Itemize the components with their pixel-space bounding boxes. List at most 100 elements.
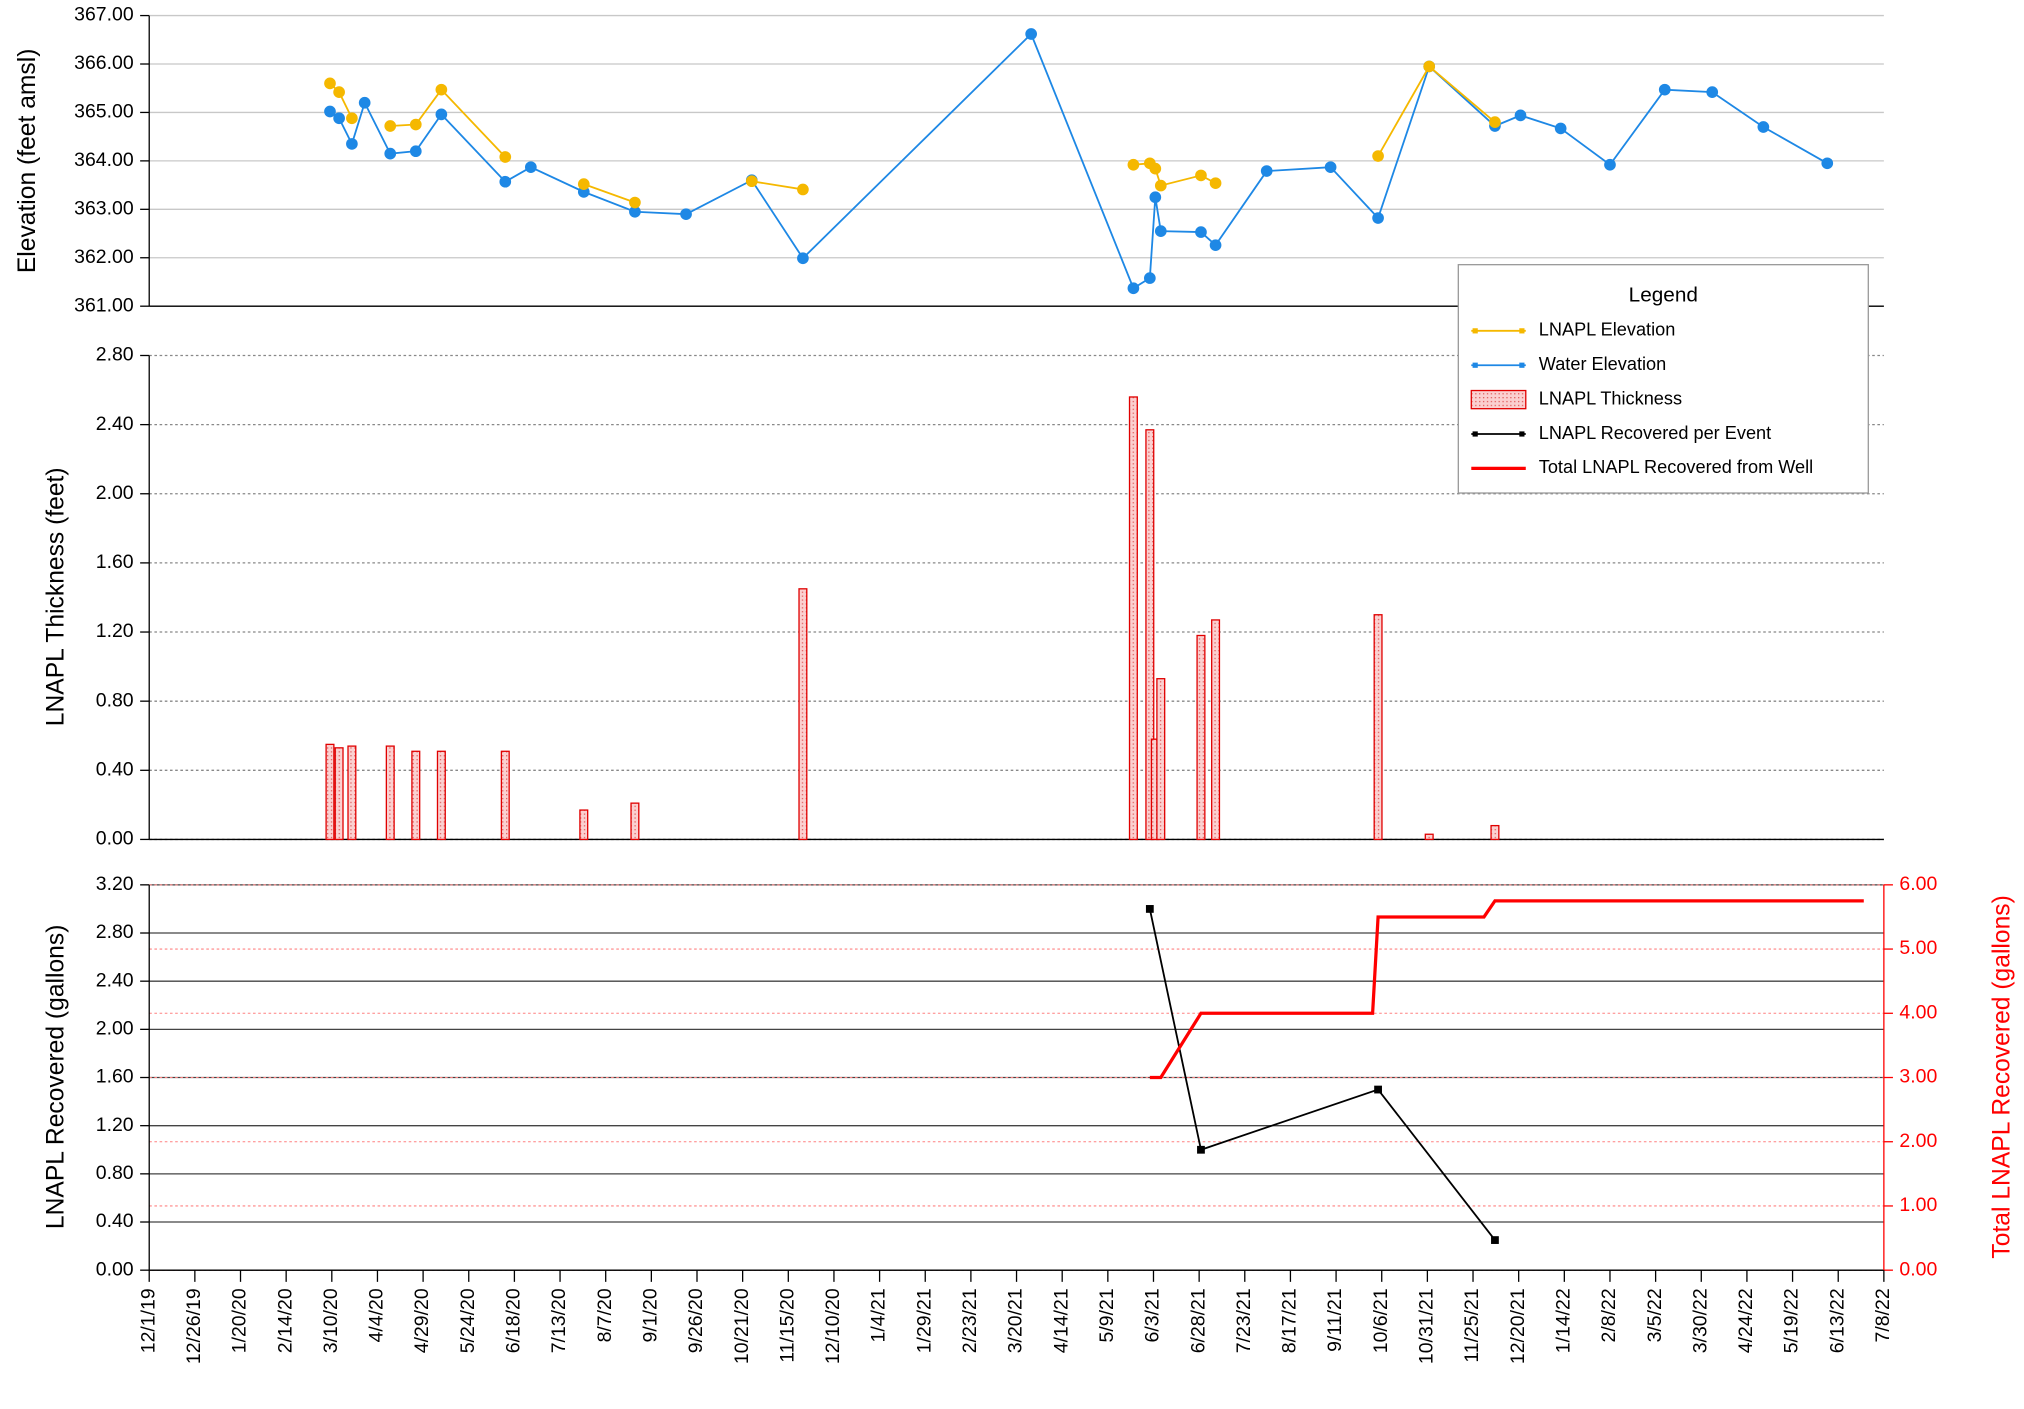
legend-dot bbox=[1519, 328, 1525, 334]
marker bbox=[346, 138, 358, 150]
marker bbox=[629, 205, 641, 218]
marker bbox=[1209, 177, 1222, 189]
legend-label: LNAPL Recovered per Event bbox=[1539, 423, 1771, 443]
y-tick-label: 2.80 bbox=[96, 921, 134, 943]
marker bbox=[333, 86, 345, 98]
x-tick-label: 11/15/20 bbox=[776, 1288, 798, 1362]
y-axis-title: LNAPL Recovered (gallons) bbox=[43, 925, 70, 1230]
x-tick-label: 6/3/21 bbox=[1142, 1288, 1164, 1342]
marker bbox=[1127, 158, 1140, 171]
x-tick-label: 2/8/22 bbox=[1598, 1288, 1620, 1342]
marker bbox=[1489, 116, 1501, 128]
bar bbox=[325, 743, 335, 841]
legend-title: Legend bbox=[1629, 283, 1698, 306]
bar bbox=[630, 802, 640, 841]
y-tick-label: 362.00 bbox=[74, 246, 134, 268]
y-tick-label: 0.80 bbox=[96, 689, 134, 711]
y-tick-label: 1.20 bbox=[96, 620, 134, 642]
legend-label: Total LNAPL Recovered from Well bbox=[1539, 457, 1813, 477]
marker bbox=[745, 175, 758, 188]
marker bbox=[1604, 158, 1616, 171]
y-tick-label: 2.40 bbox=[96, 413, 134, 435]
legend-swatch bbox=[1470, 389, 1527, 410]
y-tick-label: 0.40 bbox=[96, 758, 134, 780]
marker bbox=[1154, 179, 1167, 192]
legend-label: LNAPL Elevation bbox=[1539, 320, 1676, 340]
series-line bbox=[1149, 899, 1864, 1080]
y-tick-label: 2.40 bbox=[96, 969, 134, 991]
y2-axis-title: Total LNAPL Recovered (gallons) bbox=[1989, 895, 2016, 1258]
bar bbox=[347, 745, 357, 841]
x-tick-label: 7/23/21 bbox=[1233, 1288, 1255, 1353]
x-tick-label: 8/7/20 bbox=[594, 1288, 616, 1342]
y-tick-label: 3.20 bbox=[96, 873, 134, 895]
x-tick-label: 9/11/21 bbox=[1324, 1288, 1346, 1351]
y-tick-label: 0.00 bbox=[96, 828, 134, 850]
bar bbox=[500, 750, 510, 841]
marker bbox=[1195, 226, 1207, 238]
marker bbox=[1372, 150, 1384, 162]
y-axis-title: LNAPL Thickness (feet) bbox=[43, 467, 70, 726]
x-tick-label: 9/26/20 bbox=[685, 1288, 707, 1353]
x-tick-label: 6/18/20 bbox=[503, 1288, 525, 1353]
x-tick-label: 4/24/22 bbox=[1735, 1288, 1757, 1353]
y2-tick-label: 1.00 bbox=[1899, 1194, 1937, 1216]
marker bbox=[1145, 905, 1154, 913]
bar bbox=[385, 745, 395, 841]
x-tick-label: 12/26/19 bbox=[183, 1288, 205, 1364]
x-tick-label: 12/10/20 bbox=[822, 1288, 844, 1364]
marker bbox=[499, 151, 512, 163]
y-tick-label: 361.00 bbox=[74, 294, 134, 316]
bar bbox=[579, 809, 589, 841]
y-tick-label: 367.00 bbox=[74, 4, 134, 26]
legend-label: LNAPL Thickness bbox=[1539, 388, 1682, 408]
marker bbox=[1514, 109, 1527, 122]
x-tick-label: 11/25/21 bbox=[1461, 1288, 1483, 1362]
marker bbox=[1423, 60, 1436, 73]
y-tick-label: 0.40 bbox=[96, 1210, 134, 1232]
x-tick-label: 5/19/22 bbox=[1781, 1288, 1803, 1353]
legend-dot bbox=[1472, 328, 1478, 334]
marker bbox=[1149, 162, 1162, 175]
legend-dot bbox=[1472, 362, 1478, 368]
marker bbox=[1821, 157, 1834, 170]
marker bbox=[324, 77, 336, 90]
bar bbox=[1211, 619, 1221, 841]
marker bbox=[680, 208, 692, 220]
y-tick-label: 2.80 bbox=[96, 344, 134, 366]
x-tick-label: 1/20/20 bbox=[229, 1288, 251, 1353]
marker bbox=[1757, 121, 1770, 133]
x-tick-label: 1/4/21 bbox=[868, 1288, 890, 1342]
x-tick-label: 6/28/21 bbox=[1187, 1288, 1209, 1353]
x-tick-label: 5/24/20 bbox=[457, 1288, 479, 1353]
marker bbox=[499, 175, 512, 188]
y-tick-label: 366.00 bbox=[74, 52, 134, 74]
y-tick-label: 363.00 bbox=[74, 197, 134, 219]
x-tick-label: 3/30/22 bbox=[1689, 1288, 1711, 1353]
marker bbox=[1554, 122, 1567, 135]
y-tick-label: 1.20 bbox=[96, 1114, 134, 1136]
y2-tick-label: 3.00 bbox=[1899, 1066, 1937, 1088]
y-tick-label: 1.60 bbox=[96, 1066, 134, 1088]
x-tick-label: 6/13/22 bbox=[1826, 1288, 1848, 1353]
y-tick-label: 2.00 bbox=[96, 1017, 134, 1039]
y-tick-label: 364.00 bbox=[74, 149, 134, 171]
marker bbox=[346, 112, 358, 125]
y-tick-label: 2.00 bbox=[96, 482, 134, 504]
marker bbox=[1658, 83, 1671, 96]
marker bbox=[1706, 86, 1719, 98]
x-tick-label: 2/23/21 bbox=[959, 1288, 981, 1353]
marker bbox=[797, 183, 809, 196]
marker bbox=[1372, 212, 1384, 224]
x-tick-label: 9/1/20 bbox=[639, 1288, 661, 1342]
x-tick-label: 7/13/20 bbox=[548, 1288, 570, 1353]
marker bbox=[1491, 1236, 1499, 1244]
x-tick-label: 12/20/21 bbox=[1507, 1288, 1529, 1364]
marker bbox=[384, 120, 397, 132]
marker bbox=[333, 112, 345, 125]
x-tick-label: 8/17/21 bbox=[1279, 1288, 1301, 1353]
x-tick-label: 7/8/22 bbox=[1872, 1288, 1894, 1342]
bar bbox=[1145, 429, 1155, 841]
x-tick-label: 4/4/20 bbox=[366, 1288, 388, 1342]
y2-tick-label: 2.00 bbox=[1899, 1130, 1937, 1152]
